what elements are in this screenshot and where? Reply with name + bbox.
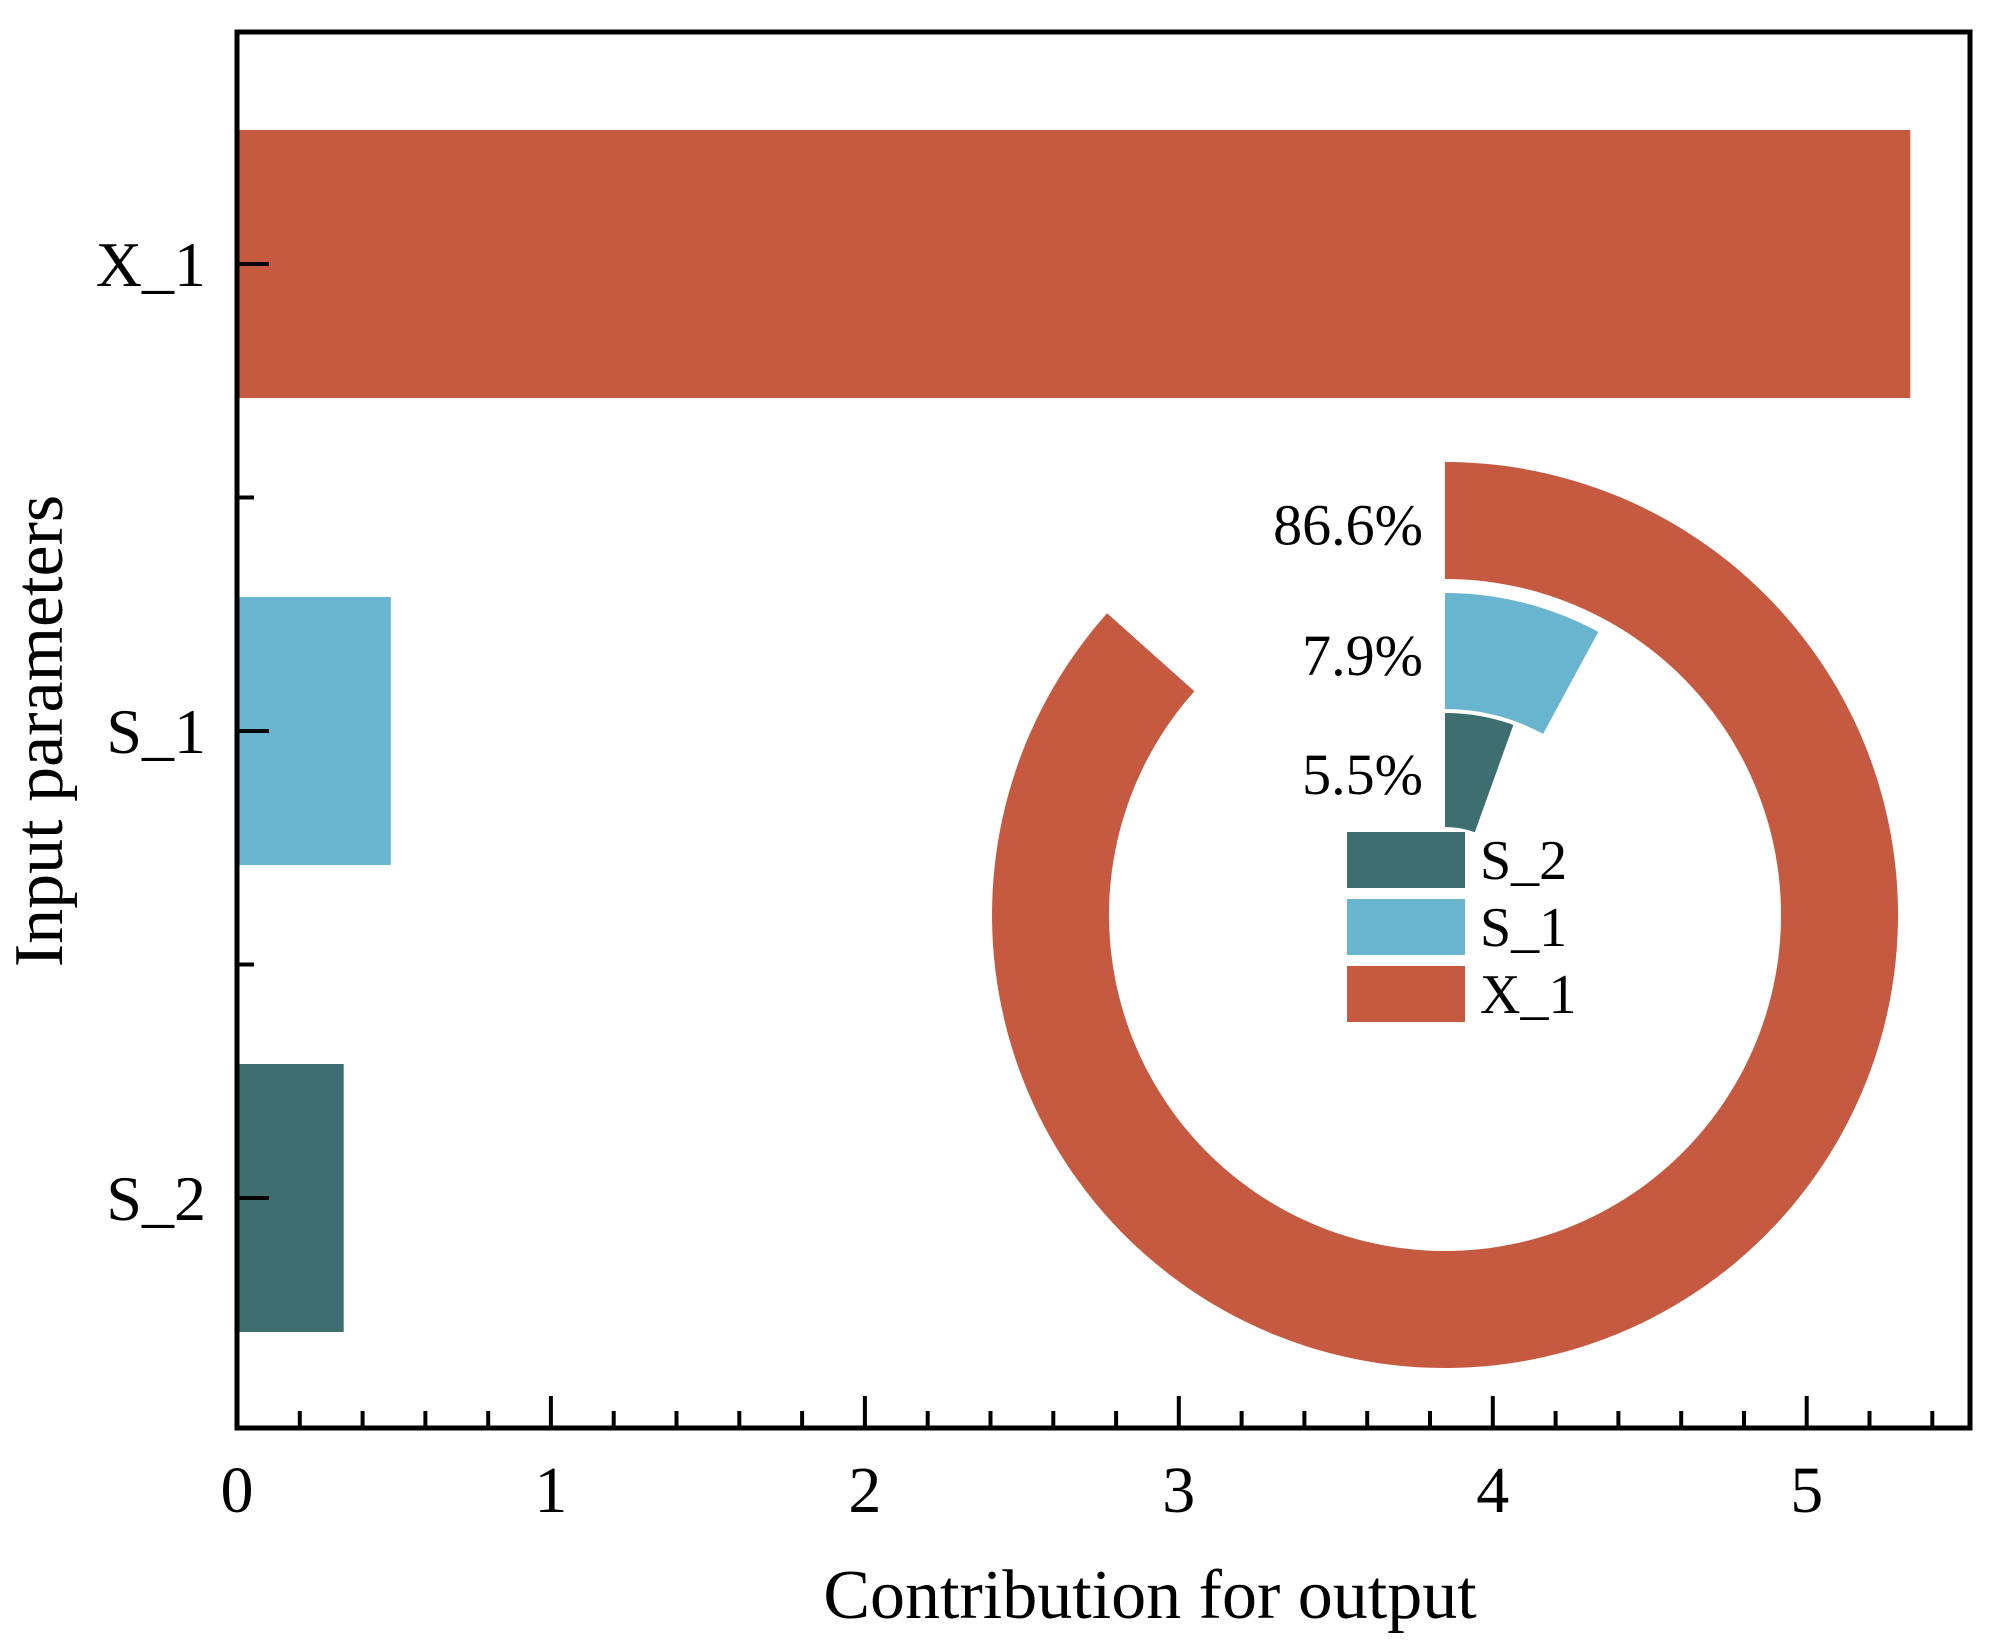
y-category-label: S_1	[106, 696, 206, 767]
axis-tick-labels-group: 0 1 2 3 4 5X_1S_1S_2	[96, 229, 1823, 1527]
donut-percent-label-X_1: 86.6%	[1273, 493, 1423, 558]
donut-percent-label-S_1: 7.9%	[1302, 623, 1423, 688]
y-category-label: S_2	[106, 1163, 206, 1234]
legend-label-S_1: S_1	[1480, 897, 1567, 959]
x-tick-label: 0	[221, 1454, 254, 1527]
donut-ring-S_2	[1445, 712, 1514, 833]
donut-percent-label-S_2: 5.5%	[1302, 742, 1423, 807]
axis-ticks-group	[235, 262, 1935, 1428]
legend-swatch-S_1	[1347, 899, 1465, 955]
legend-label-X_1: X_1	[1480, 964, 1576, 1026]
legend-swatch-X_1	[1347, 966, 1465, 1022]
bars-group	[237, 130, 1911, 1332]
x-tick-label: 2	[848, 1454, 881, 1527]
y-axis-title: Input parameters	[1, 495, 78, 967]
y-category-label: X_1	[96, 229, 206, 300]
legend-swatch-S_2	[1347, 832, 1465, 888]
bar-X_1	[237, 130, 1911, 398]
x-tick-label: 3	[1162, 1454, 1195, 1527]
x-axis-title: Contribution for output	[823, 1557, 1477, 1634]
x-tick-label: 1	[534, 1454, 567, 1527]
legend-label-S_2: S_2	[1480, 830, 1567, 892]
x-tick-label: 5	[1790, 1454, 1823, 1527]
legend-group: S_2S_1X_1	[1347, 830, 1576, 1026]
x-tick-label: 4	[1476, 1454, 1509, 1527]
donut-inset-group: 86.6% 7.9% 5.5%	[992, 462, 1899, 1368]
donut-ring-S_1	[1445, 593, 1599, 734]
